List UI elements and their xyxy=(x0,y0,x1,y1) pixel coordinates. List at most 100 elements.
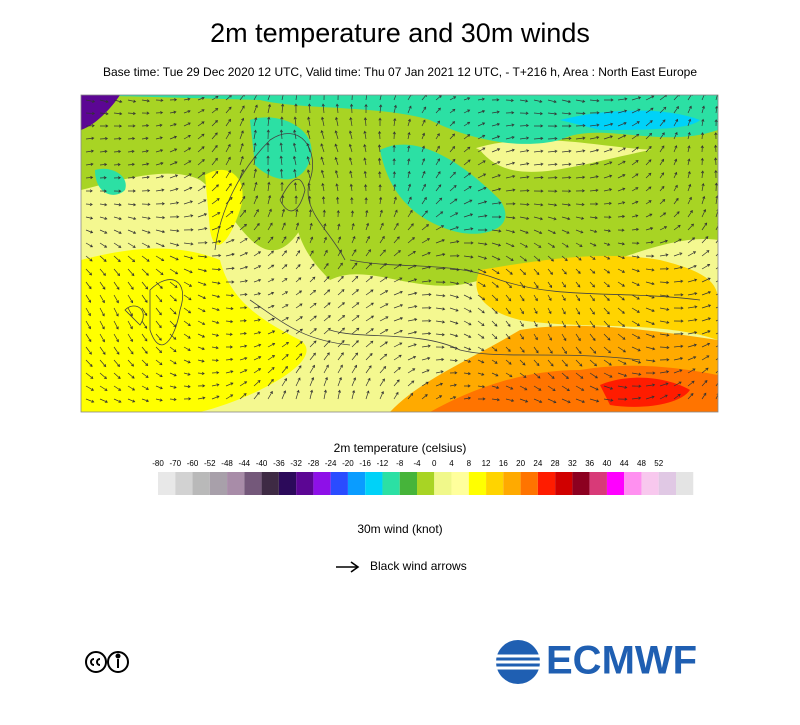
wind-arrow xyxy=(349,183,353,192)
wind-arrow xyxy=(561,346,567,355)
wind-arrow xyxy=(687,183,692,192)
legend-tick-label: -4 xyxy=(413,459,421,468)
wind-arrow xyxy=(659,394,668,400)
wind-arrow xyxy=(155,346,163,354)
color-swatch xyxy=(382,472,400,495)
wind-arrow xyxy=(421,132,426,140)
wind-arrow xyxy=(547,320,552,328)
wind-arrow xyxy=(281,95,284,101)
wind-arrow xyxy=(435,333,445,337)
wind-arrow xyxy=(393,354,402,361)
wind-arrow xyxy=(449,281,460,285)
wind-arrow xyxy=(113,189,122,193)
legend-tick-label: 48 xyxy=(637,459,646,468)
wind-arrow xyxy=(169,161,178,166)
wind-arrow xyxy=(379,390,384,400)
wind-arrow xyxy=(673,393,681,400)
wind-arrow xyxy=(491,148,501,153)
wind-arrow xyxy=(127,229,137,234)
wind-arrow xyxy=(295,377,301,387)
wind-arrow xyxy=(306,129,311,140)
wind-arrow xyxy=(281,377,287,387)
wind-arrow xyxy=(323,236,327,244)
wind-arrow xyxy=(197,359,205,363)
wind-arrow xyxy=(533,255,541,262)
color-swatch xyxy=(520,472,538,495)
wind-arrow xyxy=(293,182,297,192)
wind-arrow xyxy=(85,372,94,379)
wind-arrow xyxy=(225,252,235,257)
wind-arrow xyxy=(617,359,627,365)
wind-arrow xyxy=(435,252,446,257)
wind-arrow xyxy=(379,263,387,270)
wind-arrow xyxy=(393,250,401,257)
wind-arrow xyxy=(407,278,418,283)
wind-arrow xyxy=(281,390,287,400)
wind-arrow xyxy=(211,294,221,299)
wind-arrow xyxy=(533,203,544,207)
wind-arrow xyxy=(659,199,666,205)
wind-arrow xyxy=(421,238,431,244)
color-swatch xyxy=(330,472,348,495)
wind-arrow xyxy=(379,104,383,114)
wind-arrow xyxy=(505,111,515,115)
wind-arrow xyxy=(141,398,150,403)
wind-arrow xyxy=(435,370,444,374)
wind-arrow xyxy=(379,366,387,374)
wind-arrow xyxy=(293,116,297,127)
wind-arrow xyxy=(407,380,415,387)
wind-arrow xyxy=(561,175,572,180)
wind-arrow xyxy=(183,294,192,301)
wind-arrow xyxy=(379,341,388,348)
wind-arrow xyxy=(211,307,220,312)
wind-arrow xyxy=(477,397,486,401)
wind-arrow xyxy=(673,344,684,348)
wind-arrow xyxy=(349,170,353,179)
wind-arrow xyxy=(85,359,93,367)
wind-arrow xyxy=(631,121,640,127)
wind-arrow xyxy=(127,398,136,403)
wind-arrow xyxy=(127,385,136,391)
wind-arrow xyxy=(477,281,486,287)
wind-arrow xyxy=(687,292,698,296)
wind-arrow xyxy=(169,268,179,275)
wind-arrow xyxy=(687,356,697,361)
wind-arrow xyxy=(293,129,297,140)
legend-tick-label: -80 xyxy=(152,459,164,468)
wind-arrow xyxy=(295,316,303,322)
wind-arrow xyxy=(127,372,135,379)
wind-arrow xyxy=(673,211,680,218)
wind-arrow xyxy=(113,163,121,167)
wind-arrow xyxy=(309,389,314,400)
wind-arrow xyxy=(323,249,328,257)
wind-arrow xyxy=(351,377,357,387)
wind-arrow xyxy=(714,144,718,153)
wind-arrow xyxy=(421,265,432,270)
wind-arrow xyxy=(197,255,208,259)
wind-arrow xyxy=(239,393,247,400)
color-swatch xyxy=(175,472,193,495)
wind-arrow xyxy=(127,359,135,367)
wind-arrow xyxy=(449,121,456,127)
wind-arrow xyxy=(491,255,501,261)
wind-arrow xyxy=(141,149,149,153)
wind-arrow xyxy=(645,281,655,286)
wind-arrow xyxy=(491,294,499,301)
wind-arrow xyxy=(561,268,567,275)
wind-arrow xyxy=(267,304,275,309)
wind-arrow xyxy=(323,327,331,335)
wind-arrow xyxy=(505,242,515,248)
wind-arrow xyxy=(267,278,275,283)
wind-arrow xyxy=(463,333,472,338)
wind-arrow xyxy=(323,389,327,400)
wind-arrow xyxy=(379,249,386,257)
wind-arrow xyxy=(266,155,270,166)
wind-arrow xyxy=(421,119,426,127)
color-swatch xyxy=(296,472,314,495)
wind-arrow xyxy=(575,281,581,288)
wind-arrow xyxy=(113,385,122,391)
wind-arrow xyxy=(85,294,92,303)
wind-arrow xyxy=(85,216,94,220)
wind-arrow xyxy=(127,189,136,193)
wind-arrow xyxy=(99,398,108,403)
